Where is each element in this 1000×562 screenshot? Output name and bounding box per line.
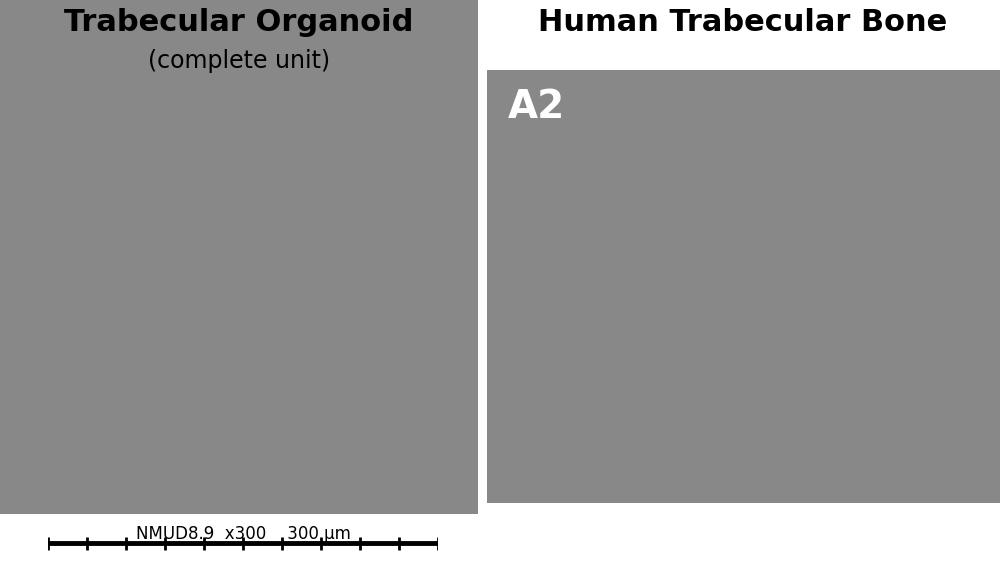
Text: (complete unit): (complete unit) (148, 49, 330, 74)
Text: Trabecular Organoid: Trabecular Organoid (64, 8, 414, 38)
Text: A2: A2 (508, 88, 565, 125)
Text: NMUD8.9  x300    300 μm: NMUD8.9 x300 300 μm (136, 525, 350, 543)
Text: Human Trabecular Bone: Human Trabecular Bone (538, 8, 948, 38)
